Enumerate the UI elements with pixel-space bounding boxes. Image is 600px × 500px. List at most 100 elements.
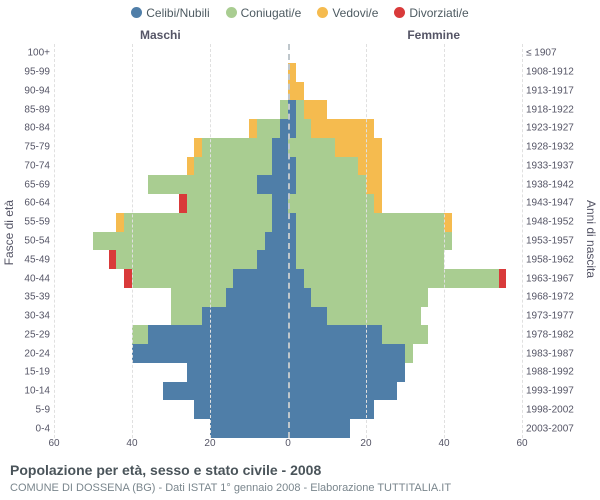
bar-segment-celibi [210,419,288,438]
bar-segment-vedovi [288,82,304,101]
birth-year-label: 1973-1977 [522,311,574,322]
bar-segment-celibi [148,325,288,344]
male-bar [54,363,288,382]
grid-line [444,44,445,438]
birth-year-label: 1993-1997 [522,386,574,397]
female-bar [288,232,522,251]
bar-segment-coniugati [116,250,256,269]
bar-segment-coniugati [171,288,226,307]
birth-year-label: 1923-1927 [522,123,574,134]
bar-segment-coniugati [296,157,358,176]
bar-segment-coniugati [327,307,421,326]
center-axis-line [288,44,290,438]
bar-segment-vedovi [194,138,202,157]
age-label: 5-9 [36,404,54,415]
age-label: 100+ [27,48,54,59]
bar-segment-coniugati [296,250,444,269]
bar-segment-coniugati [405,344,413,363]
male-bar [54,138,288,157]
legend: Celibi/NubiliConiugati/eVedovi/eDivorzia… [0,6,600,20]
age-label: 55-59 [24,217,54,228]
birth-year-label: 1913-1917 [522,85,574,96]
bar-segment-celibi [272,157,288,176]
grid-line [54,44,55,438]
female-bar [288,363,522,382]
bar-segment-coniugati [148,175,257,194]
female-bar [288,419,522,438]
bar-segment-divorziati [179,194,187,213]
female-bar [288,288,522,307]
bar-segment-divorziati [124,269,132,288]
bar-segment-vedovi [374,194,382,213]
bar-segment-celibi [233,269,288,288]
population-pyramid-chart: Celibi/NubiliConiugati/eVedovi/eDivorzia… [0,0,600,500]
female-bar [288,63,522,82]
age-label: 10-14 [24,386,54,397]
legend-item: Celibi/Nubili [131,6,209,20]
bar-segment-vedovi [358,157,381,176]
birth-year-label: 1948-1952 [522,217,574,228]
age-label: 50-54 [24,235,54,246]
bar-segment-coniugati [311,288,428,307]
age-label: 85-89 [24,104,54,115]
bar-segment-coniugati [288,194,374,213]
male-bar [54,382,288,401]
birth-year-label: 1978-1982 [522,329,574,340]
age-label: 20-24 [24,348,54,359]
male-bar [54,157,288,176]
bar-segment-coniugati [304,269,499,288]
chart-subtitle: COMUNE DI DOSSENA (BG) - Dati ISTAT 1° g… [10,482,451,494]
bar-segment-coniugati [288,138,335,157]
bar-segment-vedovi [116,213,124,232]
x-tick-label: 20 [360,438,371,449]
female-bar [288,307,522,326]
bar-segment-celibi [194,400,288,419]
bar-segment-coniugati [132,325,148,344]
age-label: 0-4 [36,423,54,434]
male-bar [54,344,288,363]
bar-segment-celibi [288,363,405,382]
legend-label: Celibi/Nubili [146,6,209,20]
x-tick-label: 20 [204,438,215,449]
legend-label: Vedovi/e [332,6,378,20]
bar-segment-coniugati [187,194,273,213]
birth-year-label: 1983-1987 [522,348,574,359]
bar-segment-vedovi [366,175,382,194]
male-bar [54,400,288,419]
male-side-title: Maschi [140,28,181,42]
female-bar [288,175,522,194]
birth-year-label: 1988-1992 [522,367,574,378]
x-tick-label: 40 [126,438,137,449]
x-tick-label: 60 [516,438,527,449]
bar-segment-coniugati [194,157,272,176]
male-bar [54,194,288,213]
bar-segment-celibi [272,213,288,232]
female-side-title: Femmine [407,28,460,42]
male-bar [54,307,288,326]
male-bar [54,250,288,269]
bar-segment-coniugati [280,100,288,119]
female-bar [288,194,522,213]
bar-segment-coniugati [382,325,429,344]
birth-year-label: 1933-1937 [522,160,574,171]
bar-segment-celibi [202,307,288,326]
male-bar [54,325,288,344]
birth-year-label: 1928-1932 [522,142,574,153]
bar-segment-celibi [163,382,288,401]
x-tick-label: 60 [48,438,59,449]
bar-segment-celibi [288,382,397,401]
bar-segment-celibi [257,250,288,269]
age-label: 25-29 [24,329,54,340]
age-label: 30-34 [24,311,54,322]
age-label: 35-39 [24,292,54,303]
bar-segment-celibi [257,175,288,194]
legend-swatch [394,7,405,18]
bar-segment-coniugati [171,307,202,326]
birth-year-label: 1963-1967 [522,273,574,284]
male-bar [54,288,288,307]
birth-year-label: 1953-1957 [522,235,574,246]
bar-segment-vedovi [335,138,382,157]
bar-segment-divorziati [499,269,507,288]
bar-segment-coniugati [296,119,312,138]
bar-segment-celibi [272,194,288,213]
